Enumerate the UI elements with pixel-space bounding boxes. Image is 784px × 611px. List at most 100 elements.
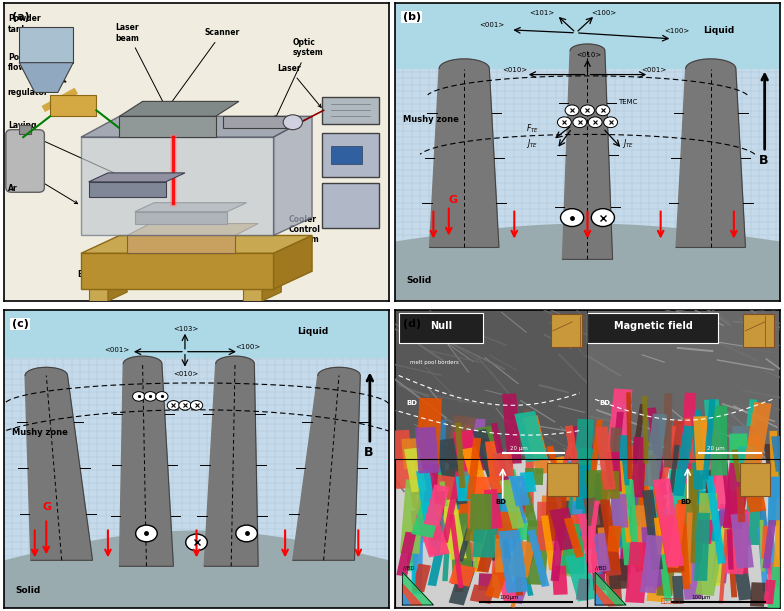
Text: Laser: Laser [278, 64, 321, 108]
Circle shape [191, 401, 203, 410]
Bar [565, 553, 598, 602]
Bar [558, 470, 583, 516]
Text: <001>: <001> [104, 346, 129, 353]
Bar [649, 471, 665, 516]
Bar [454, 513, 473, 570]
Bar [667, 504, 686, 568]
Polygon shape [81, 254, 274, 289]
Bar [691, 505, 705, 563]
Bar [446, 456, 462, 488]
Bar [654, 557, 669, 590]
Bar [492, 452, 514, 477]
Bar [505, 409, 530, 475]
Bar [724, 510, 750, 574]
Bar [492, 550, 510, 576]
Text: $F_{TE}$: $F_{TE}$ [526, 122, 539, 134]
Bar [688, 409, 706, 490]
Polygon shape [81, 235, 312, 254]
Bar [640, 535, 663, 593]
Polygon shape [676, 59, 746, 247]
Text: BD: BD [680, 499, 691, 505]
Bar [764, 534, 778, 565]
Bar [622, 464, 640, 494]
Bar [427, 510, 456, 547]
Bar [714, 511, 734, 538]
Bar [742, 402, 771, 477]
Bar [630, 505, 648, 567]
Bar [742, 426, 753, 471]
Text: Null: Null [430, 321, 452, 331]
Bar [641, 527, 662, 587]
Bar [649, 455, 668, 544]
Bar [493, 554, 517, 602]
Bar [500, 485, 518, 523]
Bar [762, 520, 776, 569]
Bar [411, 510, 426, 536]
Bar [412, 566, 416, 588]
Text: TEMC: TEMC [619, 100, 637, 105]
Bar [561, 523, 586, 574]
Bar [699, 493, 717, 520]
Bar [424, 522, 448, 548]
Bar [642, 557, 662, 584]
Bar [570, 448, 599, 514]
Bar [401, 438, 425, 469]
Bar [596, 426, 615, 490]
Bar [583, 497, 601, 526]
Bar [661, 426, 677, 482]
Text: <010>: <010> [503, 67, 528, 73]
Bar [685, 513, 693, 584]
Bar [518, 551, 535, 579]
Bar [653, 478, 684, 568]
Bar [631, 546, 651, 572]
Bar [609, 484, 627, 548]
Bar [442, 520, 464, 549]
Bar [604, 549, 622, 607]
Text: $J_{TE}$: $J_{TE}$ [526, 137, 538, 150]
Bar [580, 483, 596, 536]
Bar [456, 453, 476, 525]
Bar [430, 470, 447, 499]
Bar [655, 508, 668, 568]
Bar [710, 406, 727, 475]
Text: //BD: //BD [403, 565, 414, 570]
Bar [416, 511, 450, 557]
Polygon shape [595, 572, 626, 605]
Bar [667, 420, 690, 470]
FancyBboxPatch shape [587, 313, 718, 343]
Bar [550, 528, 564, 581]
Bar [587, 419, 603, 497]
Bar [514, 411, 547, 463]
Bar [491, 423, 510, 485]
Bar [760, 520, 765, 572]
Polygon shape [243, 289, 262, 301]
Bar [536, 502, 557, 551]
Bar [771, 436, 784, 472]
Polygon shape [274, 235, 312, 289]
Bar [712, 504, 735, 584]
Text: <101>: <101> [530, 10, 555, 16]
Bar [498, 500, 520, 524]
Bar [602, 491, 618, 574]
Bar [471, 511, 484, 534]
Bar [395, 459, 587, 608]
Polygon shape [127, 235, 235, 254]
Bar [512, 527, 523, 596]
Bar [557, 466, 565, 497]
Bar [564, 518, 584, 558]
Bar [578, 513, 601, 574]
Bar [682, 436, 699, 471]
Bar [761, 525, 771, 559]
Text: 20 μm: 20 μm [707, 446, 724, 451]
Bar [576, 460, 586, 486]
Bar [587, 459, 780, 608]
Bar [629, 404, 646, 481]
Bar [742, 467, 766, 513]
Text: (d): (d) [403, 319, 421, 329]
Bar [509, 540, 535, 578]
Bar [656, 514, 678, 596]
Bar [423, 485, 449, 526]
Bar [510, 523, 534, 596]
Bar [448, 559, 477, 606]
Bar [560, 507, 577, 570]
